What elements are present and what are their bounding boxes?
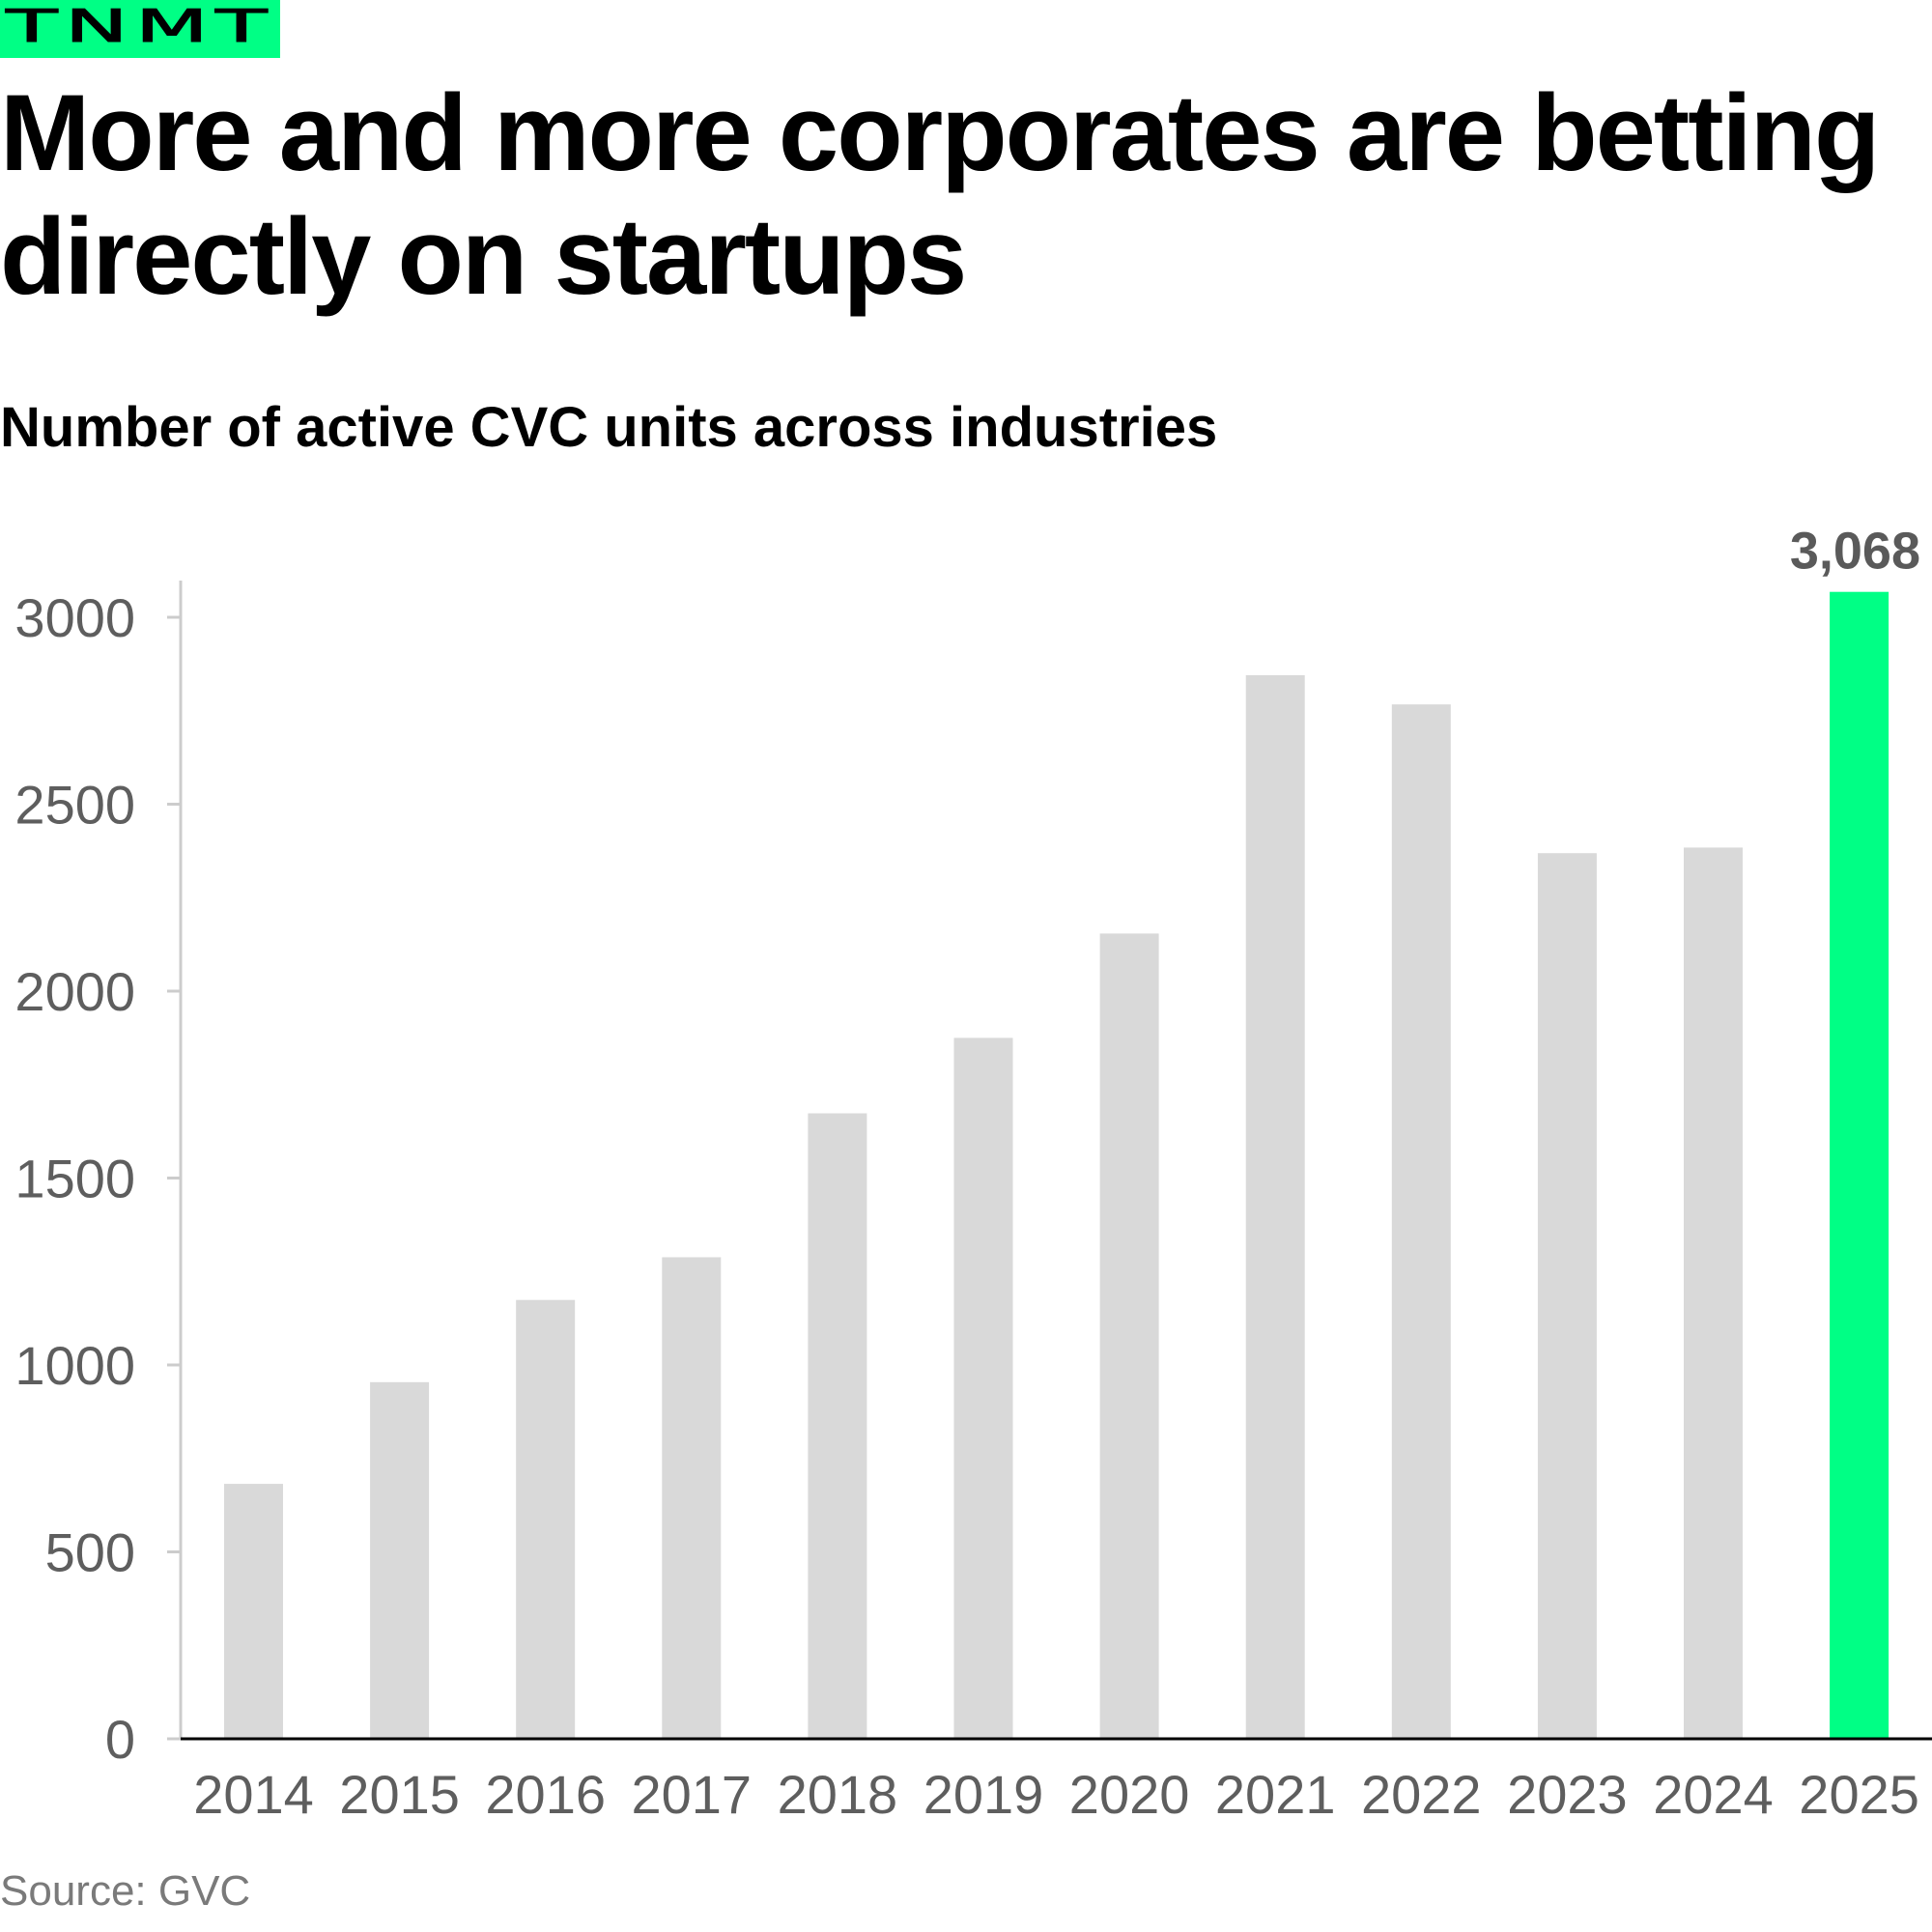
chart-title: More and more corporates are betting dir… <box>0 72 1880 317</box>
y-tick-label: 2500 <box>14 775 135 836</box>
bar-2017 <box>662 1257 722 1739</box>
x-tick-label: 2022 <box>1361 1764 1482 1825</box>
chart-subtitle: Number of active CVC units across indust… <box>0 396 1218 459</box>
brand-logo: TNMT <box>0 0 280 58</box>
source-note: Source: GVC <box>0 1867 251 1915</box>
bar-2016 <box>516 1299 576 1739</box>
x-tick-label: 2020 <box>1069 1764 1190 1825</box>
y-axis: 0 500 1000 1500 2000 2500 3000 <box>14 581 183 1770</box>
x-tick-label: 2019 <box>923 1764 1044 1825</box>
x-tick-label: 2025 <box>1799 1764 1919 1825</box>
y-tick-label: 1000 <box>14 1335 135 1396</box>
x-tick-label: 2018 <box>778 1764 898 1825</box>
bar-2014 <box>224 1484 283 1739</box>
x-axis: 2014 2015 2016 2017 2018 2019 2020 2021 2022 2023… <box>181 1737 1932 1825</box>
y-tick-label: 3000 <box>14 587 135 648</box>
x-tick-label: 2017 <box>632 1764 753 1825</box>
bars <box>224 591 1889 1740</box>
bar-2020 <box>1099 933 1159 1739</box>
bar-2018 <box>808 1113 867 1739</box>
bar-2024 <box>1684 847 1743 1739</box>
bar-2015 <box>370 1381 430 1739</box>
bar-2019 <box>953 1037 1013 1739</box>
x-tick-label: 2024 <box>1653 1764 1774 1825</box>
y-tick-label: 0 <box>105 1709 135 1770</box>
bar-2021 <box>1245 675 1305 1739</box>
x-tick-label: 2021 <box>1215 1764 1336 1825</box>
x-tick-label: 2016 <box>485 1764 606 1825</box>
y-tick-label: 2000 <box>14 961 135 1022</box>
x-tick-label: 2015 <box>339 1764 460 1825</box>
bar-2025 <box>1830 591 1889 1740</box>
y-tick-label: 1500 <box>14 1149 135 1209</box>
bar-2023 <box>1537 853 1597 1739</box>
bar-2022 <box>1391 704 1451 1740</box>
x-tick-label: 2014 <box>193 1764 314 1825</box>
x-tick-label: 2023 <box>1507 1764 1628 1825</box>
y-tick-label: 500 <box>45 1522 135 1583</box>
data-label-2025: 3,068 <box>1790 523 1920 581</box>
brand-logo-text: TNMT <box>5 0 274 52</box>
data-labels: 3,068 <box>1790 523 1920 581</box>
